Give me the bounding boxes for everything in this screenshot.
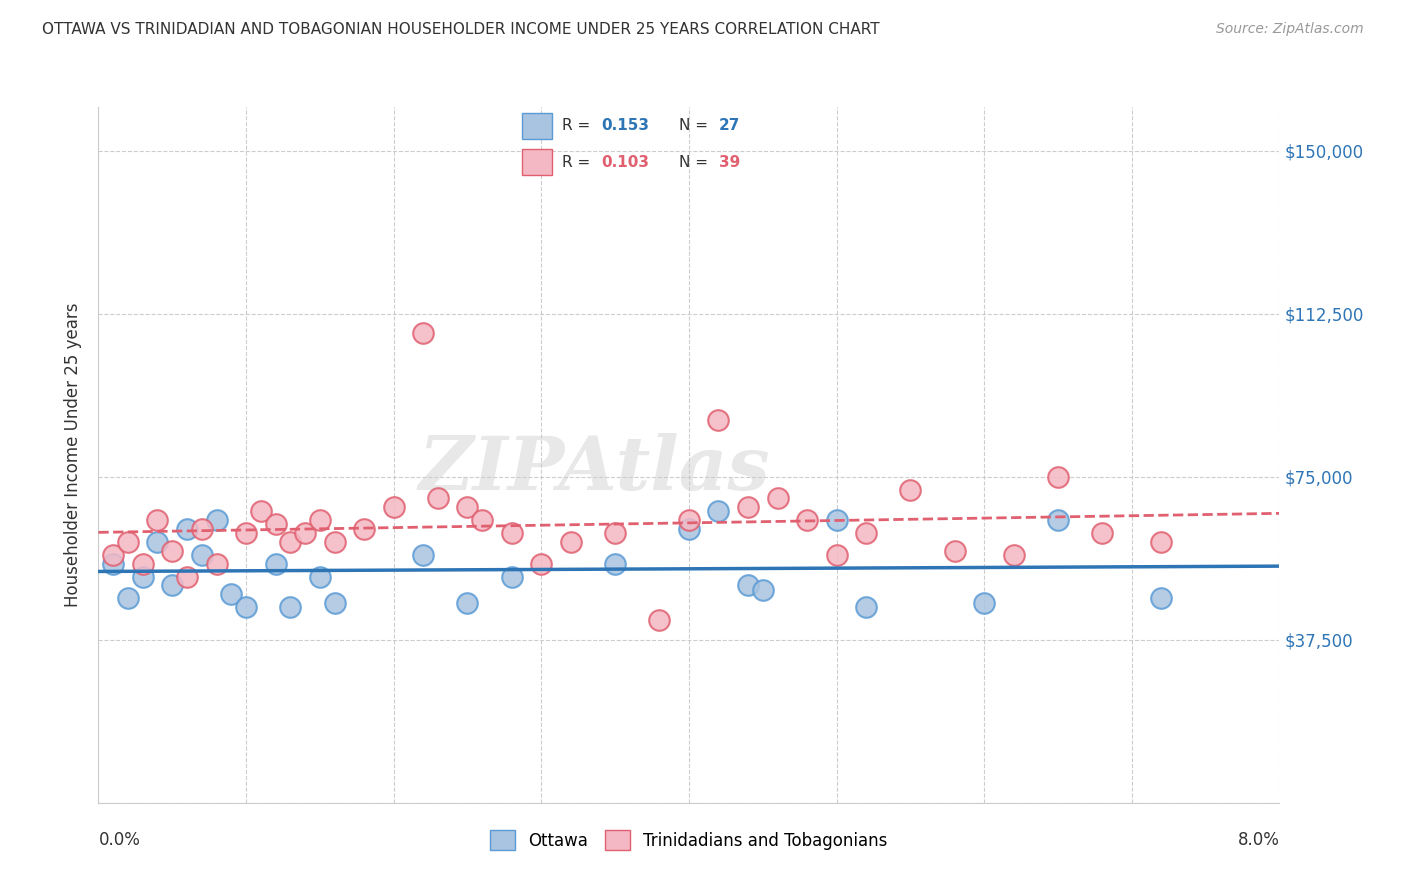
Point [825,548,848,562]
Point [943,543,966,558]
Y-axis label: Householder Income Under 25 years: Householder Income Under 25 years [65,302,83,607]
Point [648,613,671,627]
Point [412,548,434,562]
Point [605,526,627,541]
Point [162,578,183,592]
Point [1002,548,1025,562]
Point [205,513,228,527]
Point [1091,526,1114,541]
Point [501,526,523,541]
Point [219,587,242,601]
Point [117,535,139,549]
Point [737,578,759,592]
Point [796,513,818,527]
Point [132,570,155,584]
Text: R =: R = [561,155,595,169]
Text: ZIPAtlas: ZIPAtlas [419,433,770,505]
Point [751,582,773,597]
Point [278,600,302,615]
Point [501,570,523,584]
Point [855,600,877,615]
Point [176,522,198,536]
Point [707,413,730,427]
Text: 39: 39 [718,155,740,169]
Point [235,526,257,541]
Point [737,500,759,514]
Text: 8.0%: 8.0% [1237,830,1279,848]
Point [191,548,214,562]
Point [825,513,848,527]
Point [176,570,198,584]
Point [146,513,169,527]
Point [426,491,449,506]
Point [1150,535,1173,549]
Point [294,526,316,541]
Legend: Ottawa, Trinidadians and Tobagonians: Ottawa, Trinidadians and Tobagonians [484,823,894,857]
Point [235,600,257,615]
Point [146,535,169,549]
Point [162,543,183,558]
FancyBboxPatch shape [522,150,553,175]
Text: 0.0%: 0.0% [98,830,141,848]
Point [1150,591,1173,606]
Point [323,596,346,610]
Point [382,500,405,514]
Point [855,526,877,541]
Point [353,522,375,536]
Point [560,535,582,549]
Point [132,557,155,571]
Text: 0.103: 0.103 [600,155,648,169]
Point [264,517,287,532]
FancyBboxPatch shape [522,113,553,139]
Text: N =: N = [679,119,713,134]
Point [973,596,995,610]
Text: N =: N = [679,155,713,169]
Point [707,504,730,518]
Point [308,513,332,527]
Point [1046,469,1069,483]
Text: Source: ZipAtlas.com: Source: ZipAtlas.com [1216,22,1364,37]
Point [605,557,627,571]
Point [766,491,789,506]
Point [117,591,139,606]
Point [264,557,287,571]
Point [412,326,434,341]
Point [205,557,228,571]
Point [530,557,553,571]
Point [900,483,922,497]
Point [456,500,478,514]
Point [323,535,346,549]
Text: 0.153: 0.153 [600,119,648,134]
Point [1046,513,1069,527]
Point [250,504,273,518]
Text: OTTAWA VS TRINIDADIAN AND TOBAGONIAN HOUSEHOLDER INCOME UNDER 25 YEARS CORRELATI: OTTAWA VS TRINIDADIAN AND TOBAGONIAN HOU… [42,22,880,37]
Point [103,557,125,571]
Point [678,522,700,536]
Text: 27: 27 [718,119,740,134]
Point [456,596,478,610]
Point [678,513,700,527]
Text: R =: R = [561,119,595,134]
Point [278,535,302,549]
Point [191,522,214,536]
Point [308,570,332,584]
Point [103,548,125,562]
Point [471,513,494,527]
